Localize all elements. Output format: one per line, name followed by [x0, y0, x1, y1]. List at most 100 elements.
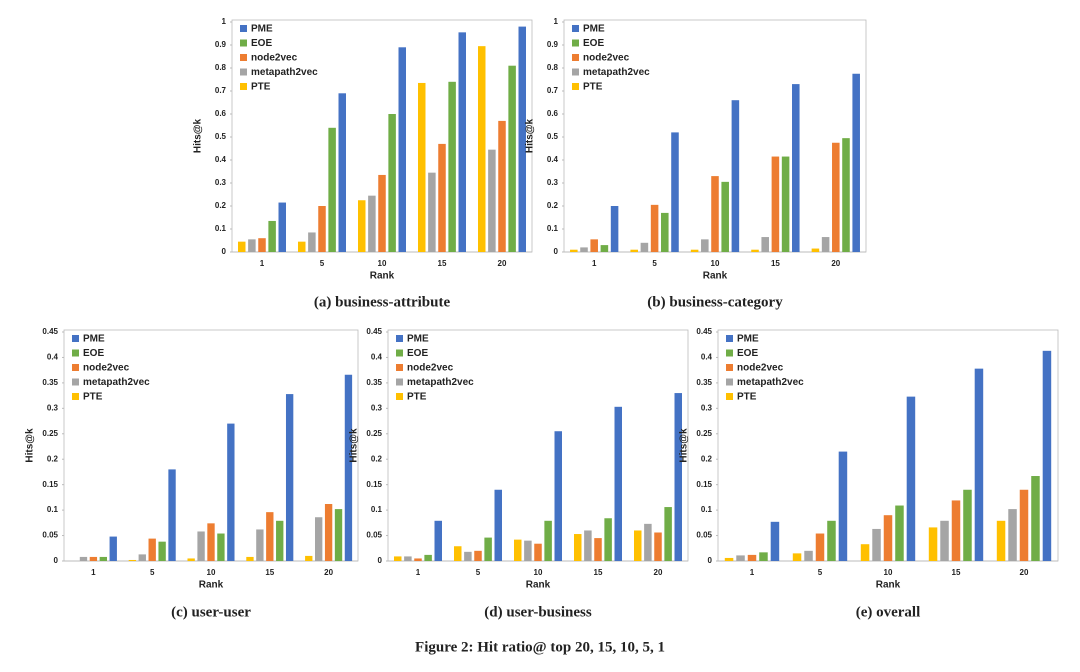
bar — [99, 556, 107, 561]
x-axis-label: Rank — [526, 580, 551, 591]
legend-swatch — [396, 378, 403, 386]
bar — [197, 531, 205, 561]
bar — [792, 553, 802, 561]
bar — [974, 368, 984, 561]
y-tick-label: 0.3 — [215, 178, 227, 187]
legend-swatch — [240, 25, 247, 32]
legend-label: PME — [83, 334, 105, 345]
bar — [883, 515, 893, 561]
y-tick-label: 0.9 — [215, 40, 227, 49]
bar — [751, 249, 759, 252]
y-axis-label: Hits@k — [349, 428, 360, 463]
chart-subtitle: (c) user-user — [171, 604, 251, 620]
bar — [404, 556, 412, 561]
legend-swatch — [240, 83, 247, 90]
bar — [128, 559, 137, 561]
x-tick-label: 10 — [711, 259, 720, 268]
bar — [832, 142, 840, 252]
y-tick-label: 0.4 — [47, 353, 59, 362]
x-tick-label: 10 — [207, 568, 216, 577]
bar — [484, 537, 492, 561]
y-tick-label: 0.1 — [371, 505, 383, 514]
y-tick-label: 0.4 — [371, 353, 383, 362]
bar — [498, 120, 506, 253]
legend-label: EOE — [83, 348, 104, 359]
bar — [227, 423, 235, 561]
x-tick-label: 5 — [150, 568, 155, 577]
legend-swatch — [396, 393, 403, 400]
y-tick-label: 0.05 — [696, 531, 712, 540]
bar — [328, 127, 336, 252]
bar — [872, 528, 881, 561]
y-tick-label: 0.05 — [366, 531, 382, 540]
legend-swatch — [72, 364, 79, 371]
bar — [388, 114, 396, 252]
bar — [448, 81, 456, 252]
bar — [217, 533, 225, 561]
bar — [398, 47, 406, 252]
x-tick-label: 20 — [831, 259, 840, 268]
y-tick-label: 0.05 — [42, 531, 58, 540]
y-tick-label: 1 — [554, 17, 559, 26]
bar — [852, 73, 860, 252]
legend-swatch — [240, 54, 247, 61]
bar — [187, 558, 195, 561]
bar — [721, 181, 729, 252]
bar — [278, 202, 286, 252]
legend-swatch — [572, 54, 579, 61]
y-tick-label: 0.3 — [371, 403, 383, 412]
x-tick-label: 1 — [260, 259, 265, 268]
y-tick-label: 0.45 — [366, 327, 382, 336]
bar — [544, 520, 552, 561]
bar — [731, 100, 740, 252]
bar — [418, 82, 426, 252]
bar — [318, 206, 326, 252]
bar — [424, 554, 432, 561]
x-axis-label: Rank — [876, 580, 901, 591]
legend-label: PME — [737, 334, 759, 345]
bar — [248, 239, 256, 252]
bar — [464, 551, 472, 561]
legend-swatch — [726, 364, 733, 371]
bar — [604, 518, 612, 561]
bar — [358, 200, 366, 252]
x-tick-label: 1 — [416, 568, 421, 577]
legend-swatch — [240, 39, 247, 47]
bar — [580, 247, 588, 252]
bar — [534, 543, 542, 561]
y-tick-label: 0 — [554, 247, 559, 256]
legend-swatch — [572, 83, 579, 90]
bar — [724, 557, 734, 561]
legend-label: metapath2vec — [583, 67, 650, 78]
bar — [996, 520, 1006, 561]
bar — [781, 156, 790, 252]
bar — [860, 544, 870, 561]
x-tick-label: 20 — [498, 259, 507, 268]
x-axis-label: Rank — [199, 580, 224, 591]
x-tick-label: 10 — [534, 568, 543, 577]
bar — [1019, 489, 1029, 561]
y-tick-label: 0.35 — [366, 378, 382, 387]
bar — [747, 554, 757, 561]
x-axis-label: Rank — [370, 271, 395, 282]
bar — [344, 374, 353, 561]
legend-label: node2vec — [251, 53, 298, 64]
chart-subtitle: (b) business-category — [647, 294, 783, 310]
legend-label: EOE — [583, 38, 604, 49]
bar — [630, 249, 638, 252]
y-tick-label: 0.8 — [215, 63, 227, 72]
y-tick-label: 0.5 — [215, 132, 227, 141]
legend-label: PME — [583, 24, 605, 35]
bar — [207, 523, 215, 561]
bar — [827, 520, 836, 561]
y-tick-label: 0.2 — [215, 201, 227, 210]
figure-caption: Figure 2: Hit ratio@ top 20, 15, 10, 5, … — [415, 639, 665, 655]
y-tick-label: 0.7 — [215, 86, 227, 95]
bar — [338, 93, 346, 252]
bar — [1042, 350, 1052, 561]
bar — [610, 206, 619, 252]
y-tick-label: 0.15 — [366, 480, 382, 489]
x-tick-label: 1 — [750, 568, 755, 577]
bar — [315, 517, 323, 561]
bar — [574, 534, 582, 561]
